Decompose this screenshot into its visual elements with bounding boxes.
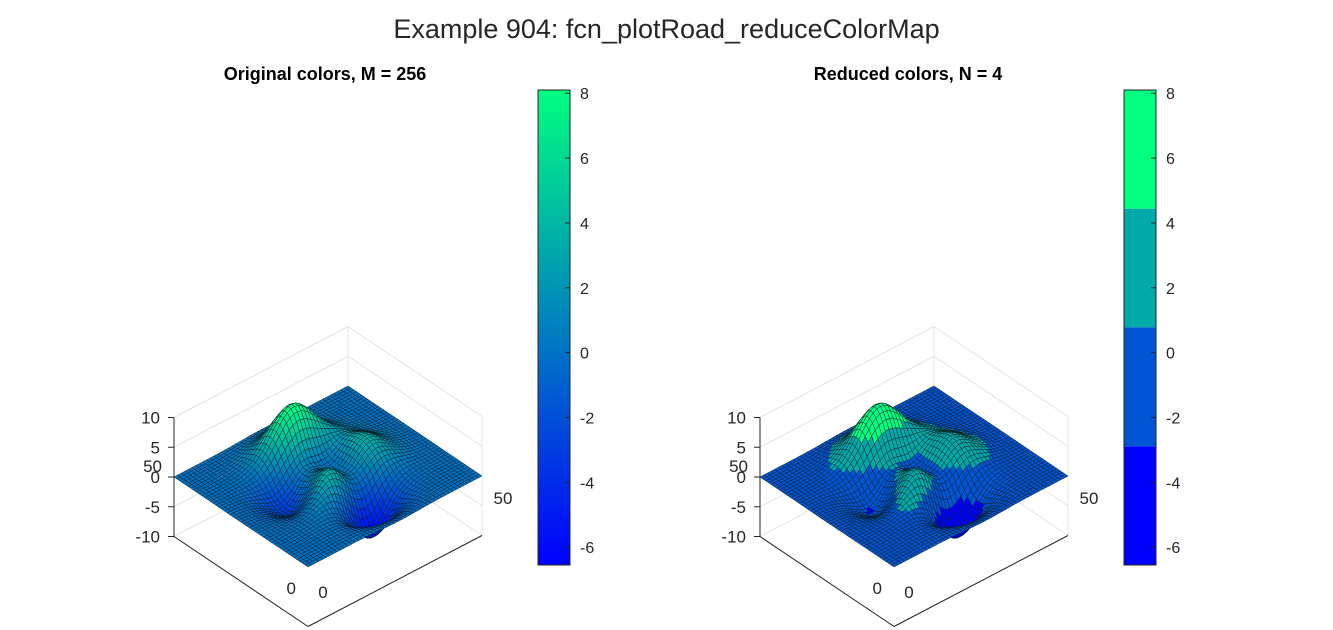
colorbar-tick-label: 2 <box>1166 281 1175 298</box>
x-tick-label: 50 <box>494 489 513 508</box>
colorbar: 8 6 4 2 0 -2 -4 -6 <box>1123 86 1180 566</box>
box-gridline <box>173 326 349 418</box>
y-axis-line <box>759 536 895 627</box>
surface-plot <box>759 385 1069 568</box>
box-gridline <box>759 355 935 448</box>
z-tick-label: 5 <box>151 438 160 457</box>
colorbar-tick-label: -4 <box>580 475 594 492</box>
colorbar-tick-label: 2 <box>580 281 589 298</box>
y-tick-label: 50 <box>729 457 748 476</box>
y-tick-label: 50 <box>143 457 162 476</box>
z-tick-label: -5 <box>145 498 160 517</box>
box-gridline <box>347 355 483 447</box>
z-tick-label: 0 <box>151 468 160 487</box>
z-tick-label: 10 <box>141 409 160 428</box>
colorbar-tick-label: -2 <box>1166 410 1180 427</box>
y-axis-line <box>173 536 309 627</box>
box-gridline <box>347 326 483 417</box>
box-gridline <box>759 326 935 418</box>
z-tick-label: -10 <box>721 528 746 547</box>
colorbar-tick-label: 0 <box>580 346 589 363</box>
figure-title: Example 904: fcn_plotRoad_reduceColorMap <box>393 14 940 44</box>
subplot-title: Original colors, M = 256 <box>224 64 427 84</box>
colorbar-tick-label: 0 <box>1166 346 1175 363</box>
colorbar-frame <box>537 89 571 566</box>
colorbar-band <box>1124 90 1156 209</box>
x-tick-label: 50 <box>1080 489 1099 508</box>
surface-patch <box>304 562 313 568</box>
colorbar: 8 6 4 2 0 -2 -4 -6 <box>537 86 594 566</box>
z-tick-label: 10 <box>727 409 746 428</box>
colorbar-tick-label: -6 <box>1166 540 1180 557</box>
colorbar-tick-label: -6 <box>580 540 594 557</box>
x-axis-line <box>307 535 483 627</box>
colorbar-band <box>1124 327 1156 447</box>
subplot-title: Reduced colors, N = 4 <box>814 64 1003 84</box>
box-gridline <box>933 355 1069 447</box>
colorbar-band <box>1124 208 1156 328</box>
colorbar-gradient <box>538 90 570 565</box>
x-tick-label: 0 <box>904 583 913 602</box>
colorbar-tick-label: 8 <box>580 86 589 103</box>
colorbar-tick-label: 4 <box>580 216 589 233</box>
colorbar-tick-label: 8 <box>1166 86 1175 103</box>
box-gridline <box>173 355 349 448</box>
z-tick-label: 5 <box>737 438 746 457</box>
y-tick-label: 0 <box>873 579 882 598</box>
box-gridline <box>933 326 1069 417</box>
z-tick-label: -10 <box>135 528 160 547</box>
colorbar-tick-label: -4 <box>1166 475 1180 492</box>
z-tick-label: 0 <box>737 468 746 487</box>
colorbar-tick-label: 6 <box>580 151 589 168</box>
x-tick-label: 0 <box>318 583 327 602</box>
y-tick-label: 0 <box>287 579 296 598</box>
x-axis-line <box>893 535 1069 627</box>
colorbar-tick-label: 6 <box>1166 151 1175 168</box>
surface-plot <box>173 385 483 568</box>
colorbar-tick-label: 4 <box>1166 216 1175 233</box>
colorbar-tick-label: -2 <box>580 410 594 427</box>
z-tick-label: -5 <box>731 498 746 517</box>
